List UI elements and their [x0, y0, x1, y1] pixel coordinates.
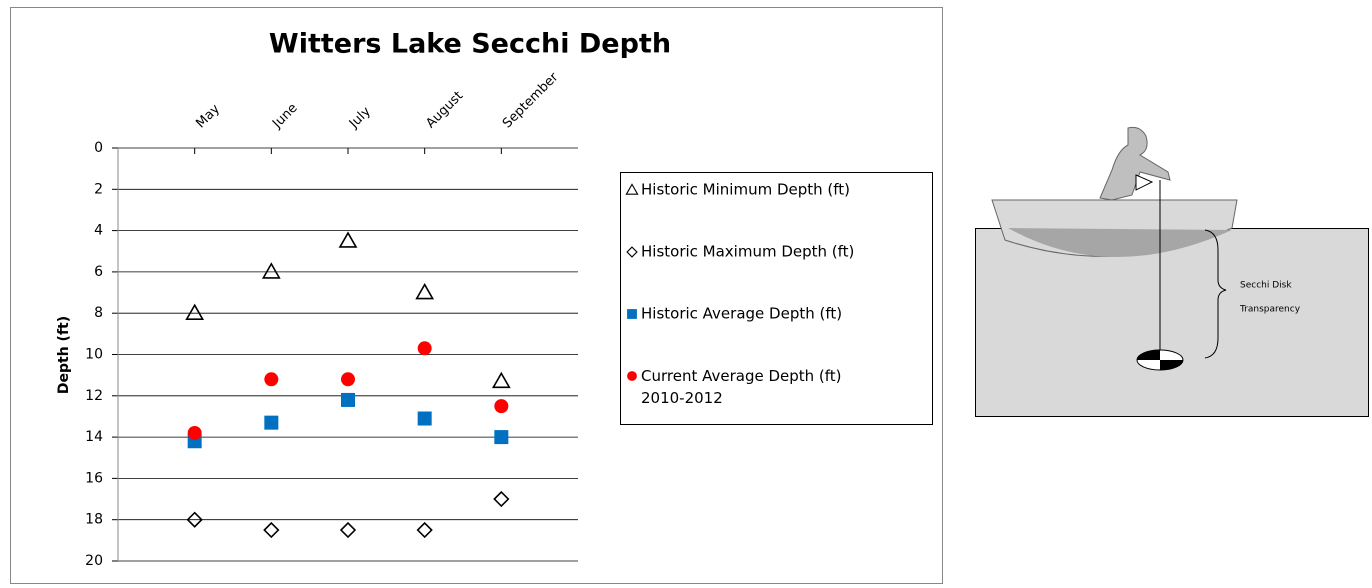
- y-axis-label: Depth (ft): [56, 316, 72, 394]
- water: [976, 229, 1369, 417]
- y-tick-label: 6: [94, 264, 103, 280]
- chart-title: Witters Lake Secchi Depth: [269, 29, 671, 60]
- legend-box: [621, 173, 933, 425]
- legend-label-line: Current Average Depth (ft): [641, 367, 842, 385]
- y-tick-label: 8: [94, 305, 103, 321]
- y-tick-label: 2: [94, 181, 103, 197]
- marker-circle: [418, 341, 432, 355]
- illustration-text: Secchi Disk: [1240, 281, 1292, 291]
- y-tick-label: 14: [85, 429, 103, 445]
- legend-marker: [627, 371, 637, 381]
- marker-circle: [341, 372, 355, 386]
- chart: Witters Lake Secchi Depth Depth (ft) Sec…: [0, 0, 1372, 584]
- page: {"chart_data": {"type": "scatter", "titl…: [0, 0, 1372, 584]
- y-tick-label: 12: [85, 388, 103, 404]
- marker-square: [418, 412, 432, 426]
- legend-label: Historic Maximum Depth (ft): [641, 243, 854, 261]
- marker-square: [494, 430, 508, 444]
- illustration-text: Transparency: [1239, 305, 1301, 315]
- legend-label: Historic Average Depth (ft): [641, 305, 842, 323]
- y-tick-label: 0: [94, 140, 103, 156]
- marker-square: [341, 393, 355, 407]
- hand: [1136, 175, 1152, 190]
- marker-circle: [494, 399, 508, 413]
- marker-circle: [188, 426, 202, 440]
- y-tick-label: 20: [85, 553, 103, 569]
- y-tick-label: 16: [85, 470, 103, 486]
- legend-label-line: 2010-2012: [641, 389, 723, 407]
- y-tick-label: 18: [85, 512, 103, 528]
- marker-circle: [264, 372, 278, 386]
- legend-label: Historic Minimum Depth (ft): [641, 181, 850, 199]
- secchi-illustration: Secchi Disk Transparency: [976, 127, 1369, 416]
- y-tick-label: 10: [85, 347, 103, 363]
- y-tick-label: 4: [94, 223, 103, 239]
- legend-marker: [627, 309, 637, 319]
- marker-square: [264, 416, 278, 430]
